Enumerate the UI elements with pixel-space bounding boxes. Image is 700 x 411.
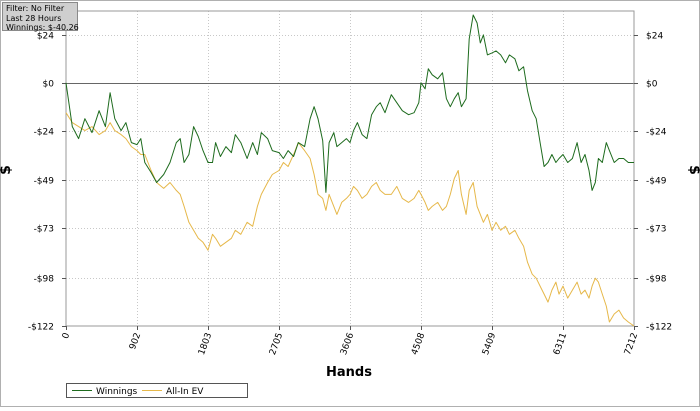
x-axis-title: Hands: [326, 365, 372, 380]
y-tick-label-left: $0: [43, 80, 55, 90]
y-axis-title-right: $: [686, 165, 700, 175]
filter-text: Filter: No Filter: [6, 4, 65, 13]
y-tick-label-right: $0: [646, 80, 658, 90]
y-tick-label-right: $24: [646, 32, 663, 42]
series-lines: [65, 14, 635, 327]
y-tick-label-right: -$24: [646, 128, 667, 138]
y-tick-label-left: -$73: [34, 225, 54, 235]
legend: Winnings All-In EV: [66, 383, 248, 398]
series-line-allin-ev: [65, 112, 635, 327]
y-tick-label-left: $24: [37, 32, 54, 42]
winnings-text: Winnings: $-40.26: [6, 23, 79, 33]
y-tick-label-left: -$24: [34, 128, 55, 138]
legend-label-winnings: Winnings: [96, 387, 138, 397]
legend-label-allin-ev: All-In EV: [166, 387, 204, 397]
grid-lines: [66, 11, 634, 326]
y-tick-label-right: -$49: [646, 177, 667, 187]
series-line-winnings: [65, 14, 634, 193]
y-tick-label-right: -$122: [646, 323, 672, 333]
x-tick-label: 0: [61, 331, 72, 340]
y-axis-title-left: $: [0, 165, 14, 175]
filter-info-box: Filter: No Filter Last 28 Hours Winnings…: [2, 2, 79, 33]
y-tick-label-left: -$49: [34, 177, 55, 187]
y-tick-label-right: -$73: [646, 225, 666, 235]
period-text: Last 28 Hours: [6, 13, 62, 23]
y-tick-label-left: -$122: [28, 323, 54, 333]
y-tick-label-left: -$98: [34, 275, 55, 285]
axis-labels: Hands $ $: [0, 165, 700, 380]
y-tick-label-right: -$98: [646, 275, 667, 285]
